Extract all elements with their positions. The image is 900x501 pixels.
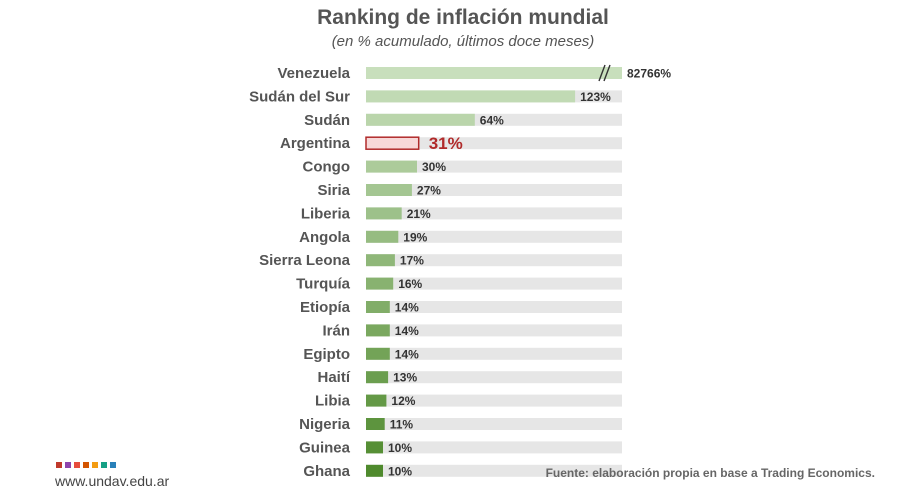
value-label-libia: 12% — [391, 394, 415, 408]
axis-break-mark-2 — [603, 64, 611, 82]
category-label-egipto: Egipto — [303, 346, 350, 363]
bar-track-congo — [366, 160, 622, 173]
value-label-haiti: 13% — [393, 371, 417, 385]
logo-dot — [83, 462, 89, 468]
bar-sudan-del-sur — [366, 90, 576, 103]
bar-argentina — [365, 136, 420, 150]
chart-subtitle: (en % acumulado, últimos doce meses) — [332, 33, 595, 50]
value-label-nigeria: 11% — [390, 418, 414, 432]
bar-egipto — [366, 347, 390, 360]
bar-track-guinea — [366, 441, 622, 454]
bar-track-ghana — [366, 464, 622, 477]
category-label-sudan-del-sur: Sudán del Sur — [249, 88, 350, 105]
bar-liberia — [366, 207, 402, 220]
bar-turquia — [366, 277, 394, 290]
value-label-argentina: 31% — [429, 134, 463, 153]
bar-guinea — [366, 441, 383, 454]
bar-ghana — [366, 464, 383, 477]
category-label-siria: Siria — [317, 182, 350, 199]
category-label-angola: Angola — [299, 229, 350, 246]
value-label-siria: 27% — [417, 184, 441, 198]
bar-track-angola — [366, 230, 622, 243]
bar-track-etiopia — [366, 301, 622, 313]
logo-dot — [101, 462, 107, 468]
bar-track-turquia — [366, 277, 622, 290]
value-label-egipto: 14% — [395, 347, 419, 361]
axis-break-mark-1 — [598, 64, 606, 82]
bars-group: Venezuela 82766% Sudán del Sur 123% Sudán 64%… — [249, 64, 671, 480]
logo-dot — [74, 462, 80, 468]
bar-sierra-leona — [366, 254, 395, 267]
bar-track-egipto — [366, 347, 622, 360]
value-label-congo: 30% — [422, 160, 446, 174]
bar-nigeria — [366, 418, 385, 430]
logo-dot — [92, 462, 98, 468]
bar-track-nigeria — [366, 418, 622, 430]
value-label-sudan-del-sur: 123% — [580, 90, 611, 104]
value-label-ghana: 10% — [388, 464, 412, 478]
bar-venezuela — [366, 67, 622, 79]
website-text: www.undav.edu.ar — [54, 473, 169, 489]
bar-track-sierra-leona — [366, 254, 622, 267]
bar-angola — [366, 230, 399, 243]
value-label-liberia: 21% — [407, 207, 431, 221]
source-note: Fuente: elaboración propia en base a Tra… — [546, 466, 875, 480]
category-label-liberia: Liberia — [301, 205, 351, 222]
logo-dot — [65, 462, 71, 468]
bar-congo — [366, 160, 417, 173]
category-label-guinea: Guinea — [299, 439, 351, 456]
category-label-nigeria: Nigeria — [299, 416, 351, 433]
value-label-venezuela: 82766% — [627, 67, 671, 81]
bar-etiopia — [366, 301, 390, 313]
bar-sudan — [366, 113, 475, 126]
value-label-iran: 14% — [395, 324, 419, 338]
chart-title: Ranking de inflación mundial — [317, 6, 609, 29]
bar-track-siria — [366, 184, 622, 196]
value-label-sierra-leona: 17% — [400, 254, 424, 268]
category-label-ghana: Ghana — [303, 463, 350, 480]
value-label-etiopia: 14% — [395, 301, 419, 315]
bar-track-libia — [366, 394, 622, 407]
value-label-sudan: 64% — [480, 113, 504, 127]
category-label-sierra-leona: Sierra Leona — [259, 252, 351, 269]
category-label-etiopia: Etiopía — [300, 299, 351, 316]
value-label-turquia: 16% — [398, 277, 422, 291]
logo-dots — [56, 462, 116, 468]
bar-track-haiti — [366, 371, 622, 384]
category-label-sudan: Sudán — [304, 112, 350, 129]
value-label-angola: 19% — [403, 230, 427, 244]
bar-siria — [366, 184, 412, 196]
category-label-haiti: Haití — [317, 369, 350, 386]
logo-dot — [56, 462, 62, 468]
category-label-argentina: Argentina — [280, 135, 351, 152]
bar-track-argentina — [366, 137, 622, 150]
bar-libia — [366, 394, 387, 407]
logo-dot — [110, 462, 116, 468]
category-label-libia: Libia — [315, 393, 351, 410]
category-label-congo: Congo — [303, 159, 350, 176]
category-label-venezuela: Venezuela — [277, 65, 350, 82]
bar-track-iran — [366, 324, 622, 337]
bar-track-liberia — [366, 207, 622, 220]
category-label-turquia: Turquía — [296, 276, 351, 293]
bar-iran — [366, 324, 390, 337]
bar-haiti — [366, 371, 389, 384]
category-label-iran: Irán — [322, 322, 350, 339]
value-label-guinea: 10% — [388, 441, 412, 455]
